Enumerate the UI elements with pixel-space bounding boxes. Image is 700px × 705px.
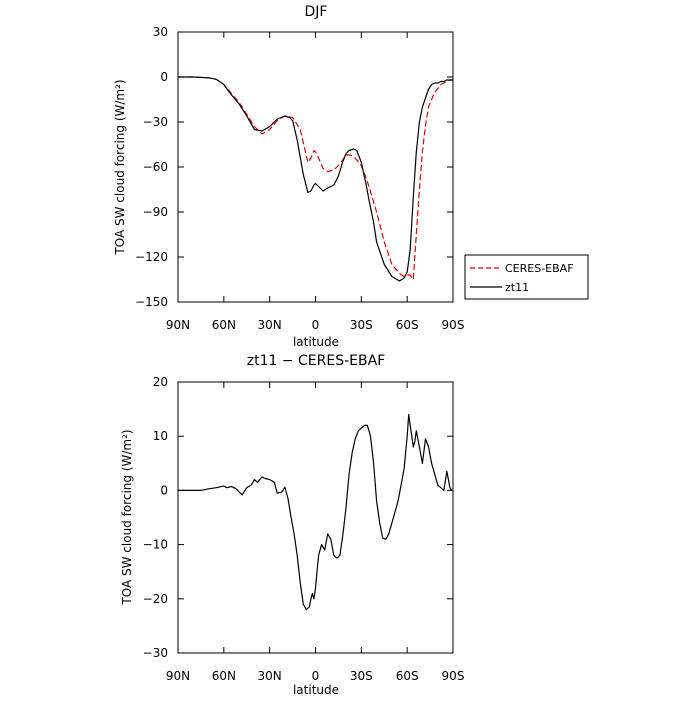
x-tick-label: 60S: [396, 669, 419, 683]
x-tick-label: 0: [312, 669, 320, 683]
series-group: [178, 413, 453, 611]
y-tick-label: −30: [143, 115, 168, 129]
x-tick-label: 30S: [350, 318, 373, 332]
plot-frame: [177, 31, 454, 303]
y-axis-label: TOA SW cloud forcing (W/m²): [120, 429, 134, 605]
y-tick-label: −30: [143, 646, 168, 660]
series-group: [178, 76, 453, 282]
y-tick-label: 20: [153, 375, 168, 389]
x-tick-label: 0: [312, 318, 320, 332]
x-tick-label: 30N: [258, 318, 282, 332]
x-axis-ticks: 90N 60N 30N 0 30S 60S 90S: [166, 382, 465, 683]
legend-label-zt11: zt11: [505, 281, 529, 294]
series-line-zt11: [178, 76, 453, 282]
legend: CERES-EBAF zt11: [464, 254, 589, 300]
series-line-ceres-ebaf: [178, 76, 453, 281]
x-tick-label: 60N: [212, 318, 236, 332]
x-tick-label: 90N: [166, 318, 190, 332]
x-tick-label: 60S: [396, 318, 419, 332]
y-axis-ticks: 30 0 −30 −60 −90 −120 −150: [135, 25, 453, 309]
y-tick-label: −60: [143, 160, 168, 174]
series-line: [178, 413, 453, 611]
x-axis-ticks: 90N 60N 30N 0 30S 60S 90S: [166, 32, 465, 332]
y-axis-label: TOA SW cloud forcing (W/m²): [113, 79, 127, 255]
y-tick-label: 10: [153, 429, 168, 443]
legend-label-ceres-ebaf: CERES-EBAF: [505, 262, 574, 275]
y-tick-label: −150: [135, 295, 168, 309]
chart-title: zt11 − CERES-EBAF: [247, 353, 386, 369]
x-axis-label: latitude: [293, 335, 339, 349]
x-tick-label: 30S: [350, 669, 373, 683]
y-tick-label: −120: [135, 250, 168, 264]
plot-frame: [177, 381, 454, 654]
y-axis-ticks: 20 10 0 −10 −20 −30: [143, 375, 453, 660]
x-tick-label: 30N: [258, 669, 282, 683]
y-tick-label: −20: [143, 592, 168, 606]
y-tick-label: 30: [153, 25, 168, 39]
legend-box: [464, 254, 589, 300]
chart-title: DJF: [305, 4, 328, 20]
x-tick-label: 90S: [442, 318, 465, 332]
x-tick-label: 90N: [166, 669, 190, 683]
y-tick-label: −90: [143, 205, 168, 219]
chart-djf: DJF 30 0 −30 −60 −90 −120 −150 90N 60N 30N 0 30S 60…: [113, 4, 589, 349]
x-tick-label: 60N: [212, 669, 236, 683]
x-tick-label: 90S: [442, 669, 465, 683]
x-axis-label: latitude: [293, 683, 339, 697]
y-tick-label: −10: [143, 538, 168, 552]
y-tick-label: 0: [160, 483, 168, 497]
y-tick-label: 0: [160, 70, 168, 84]
chart-difference: zt11 − CERES-EBAF 20 10 0 −10 −20 −30 90N 60N 3…: [120, 353, 464, 697]
